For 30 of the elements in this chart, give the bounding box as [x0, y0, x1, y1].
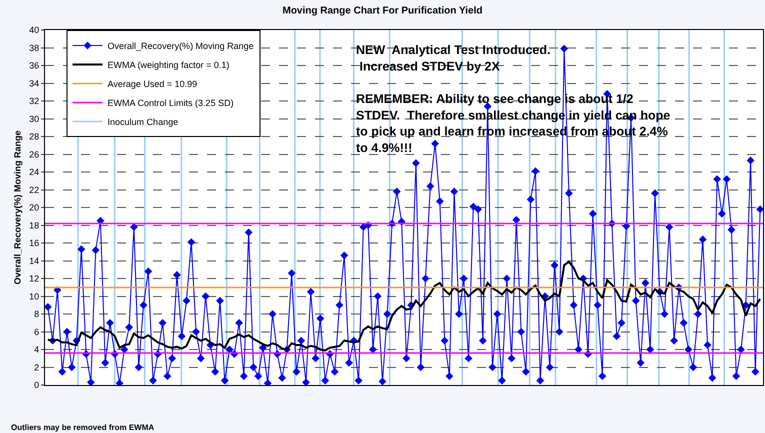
y-axis-title: Overall_Recovery(%) Moving Range — [12, 130, 23, 285]
y-tick-label: 2 — [34, 362, 40, 372]
chart-title: Moving Range Chart For Purification Yield — [282, 5, 483, 16]
y-tick-label: 30 — [29, 114, 40, 124]
y-tick-label: 22 — [29, 184, 40, 195]
y-tick-label: 16 — [29, 238, 40, 248]
annotation: NEW Analytical Test Introduced. Increased STDEV by 2X — [356, 43, 550, 74]
y-tick-label: 28 — [29, 132, 40, 142]
legend-label: Overall_Recovery(%) Moving Range — [108, 41, 254, 52]
annotation: Inoculum Change — [108, 117, 178, 128]
y-tick-label: 34 — [29, 78, 40, 88]
y-tick-label: 20 — [29, 202, 40, 213]
y-tick-label: 4 — [34, 344, 40, 355]
y-tick-label: 6 — [34, 326, 40, 337]
legend-label: Average Used = 10.99 — [108, 79, 198, 90]
y-tick-label: 0 — [34, 380, 40, 390]
y-tick-label: 10 — [29, 291, 40, 302]
legend-label: EWMA (weighting factor = 0.1) — [108, 60, 230, 70]
y-tick-label: 36 — [29, 60, 40, 71]
y-tick-label: 40 — [29, 25, 40, 36]
y-tick-label: 26 — [29, 149, 40, 160]
y-tick-label: 38 — [29, 42, 40, 53]
text: Outliers may be removed from EWMA — [11, 423, 154, 432]
y-tick-label: 32 — [29, 96, 40, 106]
y-tick-label: 24 — [29, 167, 40, 178]
y-tick-label: 12 — [29, 274, 40, 284]
y-tick-label: 14 — [29, 256, 40, 266]
legend-label: EWMA Control Limits (3.25 SD) — [108, 98, 234, 108]
y-tick-label: 18 — [29, 220, 40, 230]
y-tick-label: 8 — [34, 309, 40, 320]
